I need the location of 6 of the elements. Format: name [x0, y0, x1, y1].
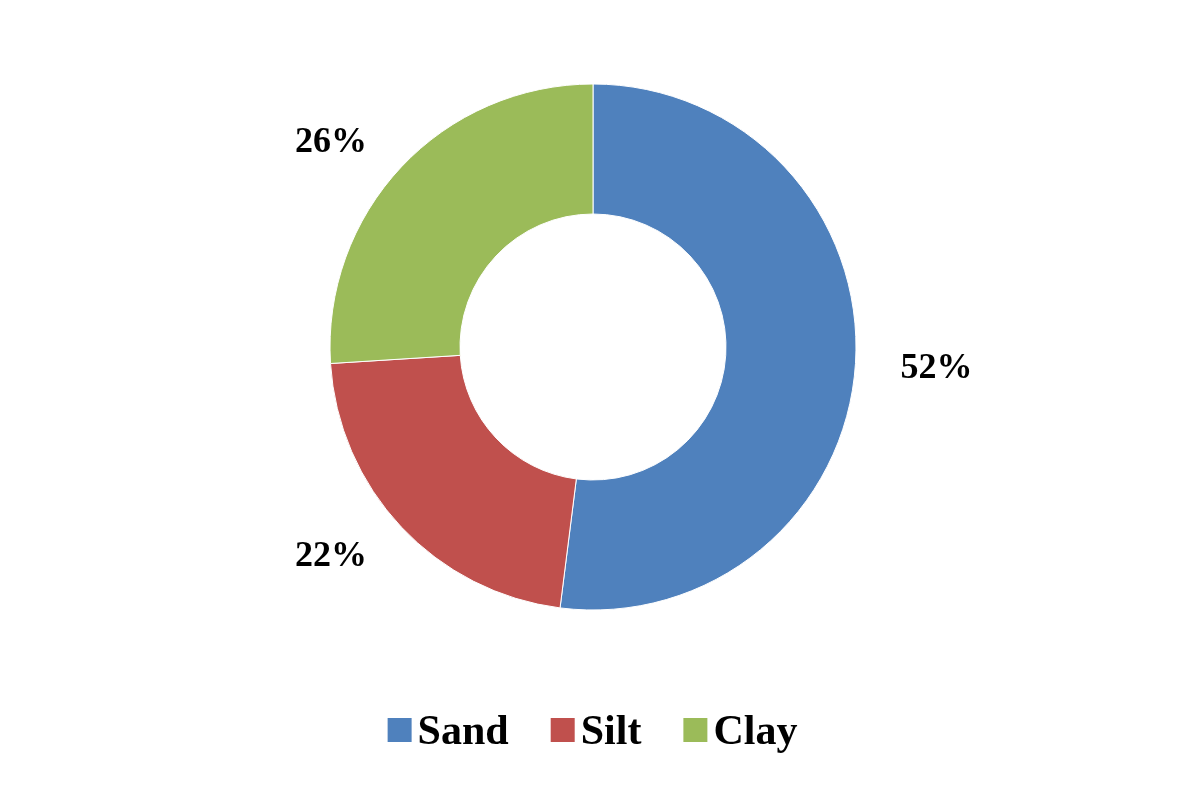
legend-label: Silt: [580, 707, 642, 753]
data-label: 26%: [295, 119, 368, 160]
data-label: 52%: [900, 346, 973, 387]
legend-label: Sand: [417, 707, 509, 753]
legend-label: Clay: [713, 707, 798, 753]
data-label: 22%: [295, 534, 368, 575]
